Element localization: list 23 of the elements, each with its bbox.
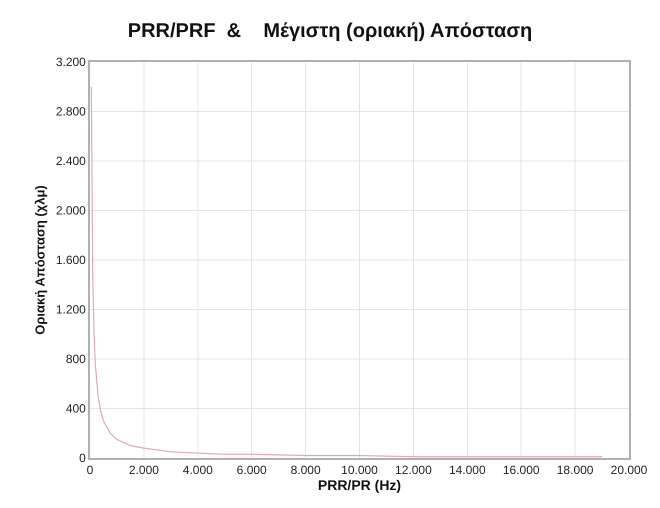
- x-tick-label: 6.000: [236, 463, 268, 478]
- y-tick-label: 3.200: [56, 55, 86, 70]
- chart-title: PRR/PRF & Μέγιστη (οριακή) Απόσταση: [128, 20, 532, 42]
- y-tick-label: 800: [66, 352, 86, 366]
- x-tick-label: 20.000: [610, 463, 648, 478]
- y-tick-label: 400: [66, 402, 86, 416]
- y-tick-label: 2.400: [56, 154, 86, 168]
- y-tick-label: 2.000: [56, 204, 86, 218]
- y-tick-label: 1.600: [56, 253, 86, 268]
- x-tick-label: 4.000: [182, 463, 214, 478]
- y-tick-label: 0: [79, 451, 86, 466]
- x-tick-label: 2.000: [128, 463, 160, 478]
- x-tick-label: 12.000: [395, 463, 432, 478]
- y-tick-label: 1.200: [56, 302, 86, 317]
- x-tick-label: 14.000: [448, 463, 486, 478]
- y-tick-label: 2.800: [56, 104, 86, 119]
- y-axis-title: Οριακή Απόσταση (χλμ): [32, 185, 48, 335]
- x-axis-title: PRR/PR (Hz): [318, 477, 402, 494]
- x-tick-label: 8.000: [290, 463, 321, 478]
- x-tick-label: 18.000: [556, 463, 594, 478]
- x-tick-label: 10.000: [341, 463, 378, 478]
- x-tick-label: 16.000: [502, 463, 540, 478]
- line-series: [90, 86, 603, 458]
